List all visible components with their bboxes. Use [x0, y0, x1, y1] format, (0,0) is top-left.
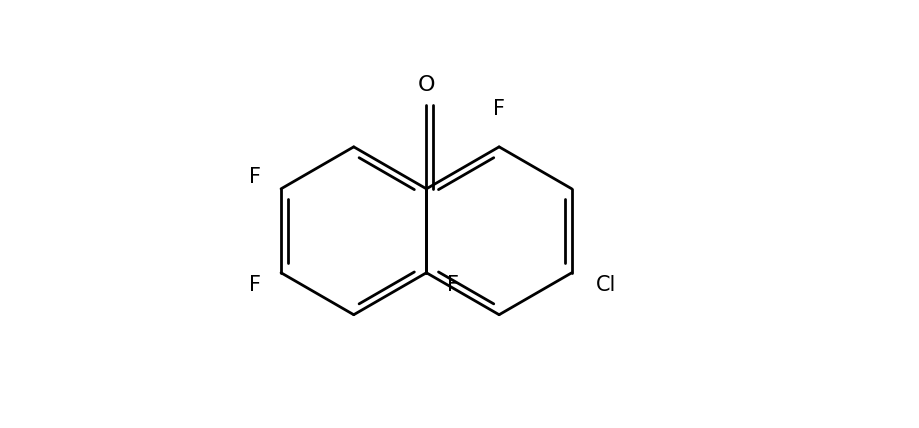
Text: Cl: Cl	[596, 274, 616, 294]
Text: F: F	[493, 99, 505, 119]
Text: F: F	[447, 274, 459, 294]
Text: F: F	[248, 274, 260, 294]
Text: F: F	[248, 167, 260, 187]
Text: O: O	[417, 75, 435, 95]
